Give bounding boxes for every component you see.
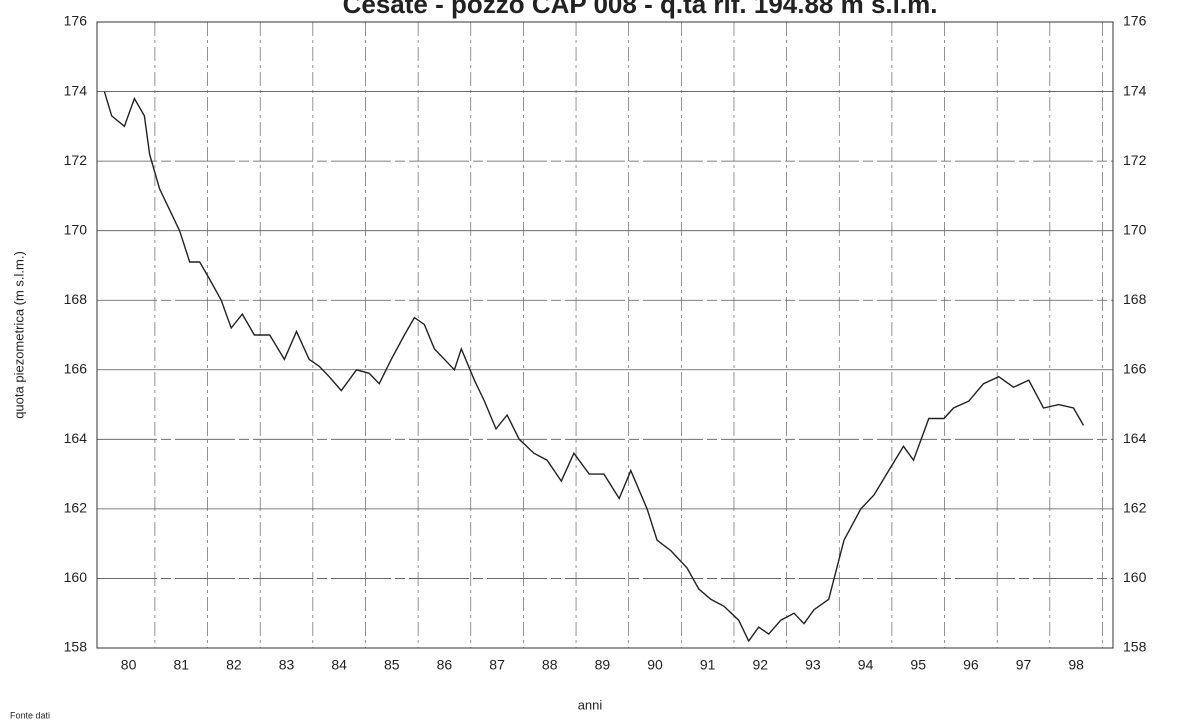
x-tick-label: 84 bbox=[331, 657, 347, 673]
y-tick-label: 168 bbox=[64, 291, 88, 307]
y2-tick-label: 158 bbox=[1123, 639, 1147, 655]
x-tick-label: 93 bbox=[805, 657, 821, 673]
y-tick-label: 174 bbox=[64, 82, 88, 98]
y-axis-label: quota piezometrica (m s.l.m.) bbox=[11, 251, 26, 419]
y-tick-label: 176 bbox=[64, 13, 88, 29]
y2-tick-label: 172 bbox=[1123, 152, 1147, 168]
x-tick-label: 91 bbox=[700, 657, 716, 673]
x-tick-label: 98 bbox=[1068, 657, 1084, 673]
x-tick-label: 95 bbox=[910, 657, 926, 673]
y2-tick-label: 168 bbox=[1123, 291, 1147, 307]
y-tick-label: 172 bbox=[64, 152, 88, 168]
y-tick-label: 170 bbox=[64, 221, 88, 237]
x-tick-label: 92 bbox=[753, 657, 769, 673]
y2-tick-label: 176 bbox=[1123, 13, 1147, 29]
y2-tick-label: 164 bbox=[1123, 430, 1147, 446]
x-tick-label: 96 bbox=[963, 657, 979, 673]
y-tick-label: 166 bbox=[64, 360, 88, 376]
x-tick-label: 89 bbox=[595, 657, 611, 673]
x-tick-label: 80 bbox=[121, 657, 137, 673]
y-tick-label: 158 bbox=[64, 639, 88, 655]
x-tick-label: 83 bbox=[279, 657, 295, 673]
y2-tick-label: 162 bbox=[1123, 500, 1147, 516]
x-tick-label: 90 bbox=[647, 657, 663, 673]
x-tick-label: 82 bbox=[226, 657, 242, 673]
y2-tick-label: 166 bbox=[1123, 360, 1147, 376]
y-tick-label: 162 bbox=[64, 500, 88, 516]
source-note: Fonte dati bbox=[10, 710, 50, 720]
x-tick-label: 86 bbox=[437, 657, 453, 673]
x-tick-label: 97 bbox=[1016, 657, 1032, 673]
y2-tick-label: 160 bbox=[1123, 569, 1147, 585]
y-tick-label: 160 bbox=[64, 569, 88, 585]
x-axis-label: anni bbox=[578, 697, 603, 712]
y2-tick-label: 170 bbox=[1123, 221, 1147, 237]
data-line bbox=[103, 91, 1085, 643]
x-tick-label: 88 bbox=[542, 657, 558, 673]
x-tick-label: 85 bbox=[384, 657, 400, 673]
x-tick-label: 94 bbox=[858, 657, 874, 673]
y-tick-label: 164 bbox=[64, 430, 88, 446]
x-tick-label: 81 bbox=[173, 657, 189, 673]
x-tick-label: 87 bbox=[489, 657, 505, 673]
y2-tick-label: 174 bbox=[1123, 82, 1147, 98]
plot-frame bbox=[96, 21, 1114, 649]
chart-title: Cesate - pozzo CAP 008 - q.ta rif. 194.8… bbox=[343, 0, 938, 19]
